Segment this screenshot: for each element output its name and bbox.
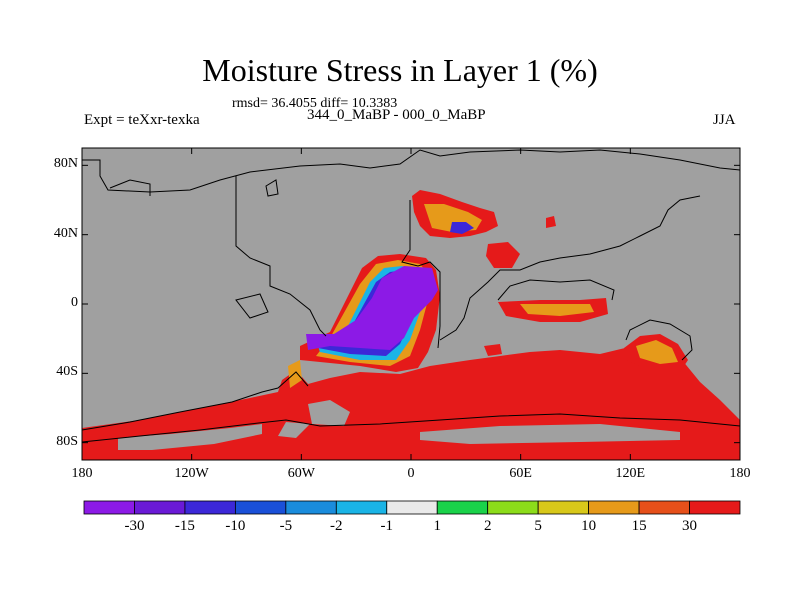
asia-orange-field bbox=[520, 304, 594, 316]
colorbar-label: -10 bbox=[225, 518, 246, 534]
coastline-continent-a bbox=[235, 176, 327, 337]
asia-positive-field bbox=[486, 242, 520, 268]
coastline-southern bbox=[81, 413, 741, 443]
colorbar-label: -15 bbox=[174, 518, 195, 534]
australia-orange-field bbox=[636, 340, 678, 364]
colorbar-swatch bbox=[537, 500, 590, 515]
asia-positive-field bbox=[484, 344, 502, 356]
statistics-text: rmsd= 36.4055 diff= 10.3383 bbox=[232, 96, 398, 111]
colorbar-label: -5 bbox=[279, 518, 293, 534]
colorbar-swatch bbox=[234, 500, 287, 515]
coastline-continent-d bbox=[497, 279, 615, 301]
colorbar-swatch bbox=[487, 500, 539, 515]
lon-tick-label: 180 bbox=[729, 466, 751, 481]
colorbar-swatch bbox=[83, 500, 135, 515]
colorbar-swatch bbox=[285, 500, 337, 515]
colorbar-swatch bbox=[184, 500, 236, 515]
coastline-island bbox=[235, 293, 269, 319]
lat-tick-label: 40N bbox=[53, 225, 78, 241]
period-label: 344_0_MaBP - 000_0_MaBP bbox=[307, 107, 486, 123]
gray-patch bbox=[278, 422, 310, 438]
lat-tick-label: 0 bbox=[71, 295, 78, 310]
colorbar-label: 30 bbox=[682, 518, 698, 534]
colorbar-label: 5 bbox=[534, 518, 542, 534]
coastline-continent-e bbox=[625, 319, 693, 361]
coastline-island bbox=[265, 179, 279, 197]
experiment-label: Expt = teXxr-texka bbox=[84, 112, 200, 128]
colorbar-swatch bbox=[588, 500, 640, 515]
west-coast-patch bbox=[288, 360, 302, 388]
colorbar-label: -30 bbox=[124, 518, 145, 534]
colorbar-label: -2 bbox=[330, 518, 343, 534]
colorbar-swatch bbox=[134, 500, 186, 515]
colorbar-label: 2 bbox=[483, 518, 492, 534]
lon-tick-label: 120E bbox=[615, 466, 646, 481]
lon-tick-label: 180 bbox=[71, 466, 93, 481]
coastline-southern bbox=[81, 371, 309, 431]
colorbar-swatch bbox=[386, 500, 438, 515]
tethys-negative bbox=[450, 222, 474, 234]
lat-tick-label: 80S bbox=[56, 433, 78, 449]
colorbar-swatch bbox=[638, 500, 690, 515]
lon-tick-label: 60E bbox=[509, 466, 532, 481]
colorbar-swatch bbox=[335, 500, 388, 515]
gray-patch bbox=[308, 400, 350, 426]
colorbar-label: 1 bbox=[433, 518, 441, 534]
coastline-gondwana bbox=[82, 149, 741, 193]
colorbar-label: -1 bbox=[380, 518, 394, 534]
season-label: JJA bbox=[713, 112, 736, 128]
coastline-continent-c bbox=[439, 195, 701, 341]
gray-patch bbox=[420, 424, 680, 444]
colorbar-swatch bbox=[436, 500, 489, 515]
lat-tick-label: 80N bbox=[53, 156, 78, 172]
lon-tick-label: 120W bbox=[174, 466, 209, 481]
gray-patch bbox=[118, 424, 262, 450]
colorbar-label: 15 bbox=[631, 518, 647, 534]
atlantic-negative-core bbox=[306, 266, 438, 350]
plot-title: Moisture Stress in Layer 1 (%) bbox=[202, 52, 598, 88]
colorbar-label: 10 bbox=[581, 518, 597, 534]
coastline-island bbox=[109, 179, 151, 196]
lat-tick-label: 40S bbox=[56, 364, 78, 380]
coastline-continent-b bbox=[401, 200, 441, 349]
colorbar-swatch bbox=[689, 500, 741, 515]
asia-positive-field bbox=[546, 216, 556, 228]
lon-tick-label: 60W bbox=[287, 466, 315, 481]
lon-tick-label: 0 bbox=[407, 466, 415, 481]
